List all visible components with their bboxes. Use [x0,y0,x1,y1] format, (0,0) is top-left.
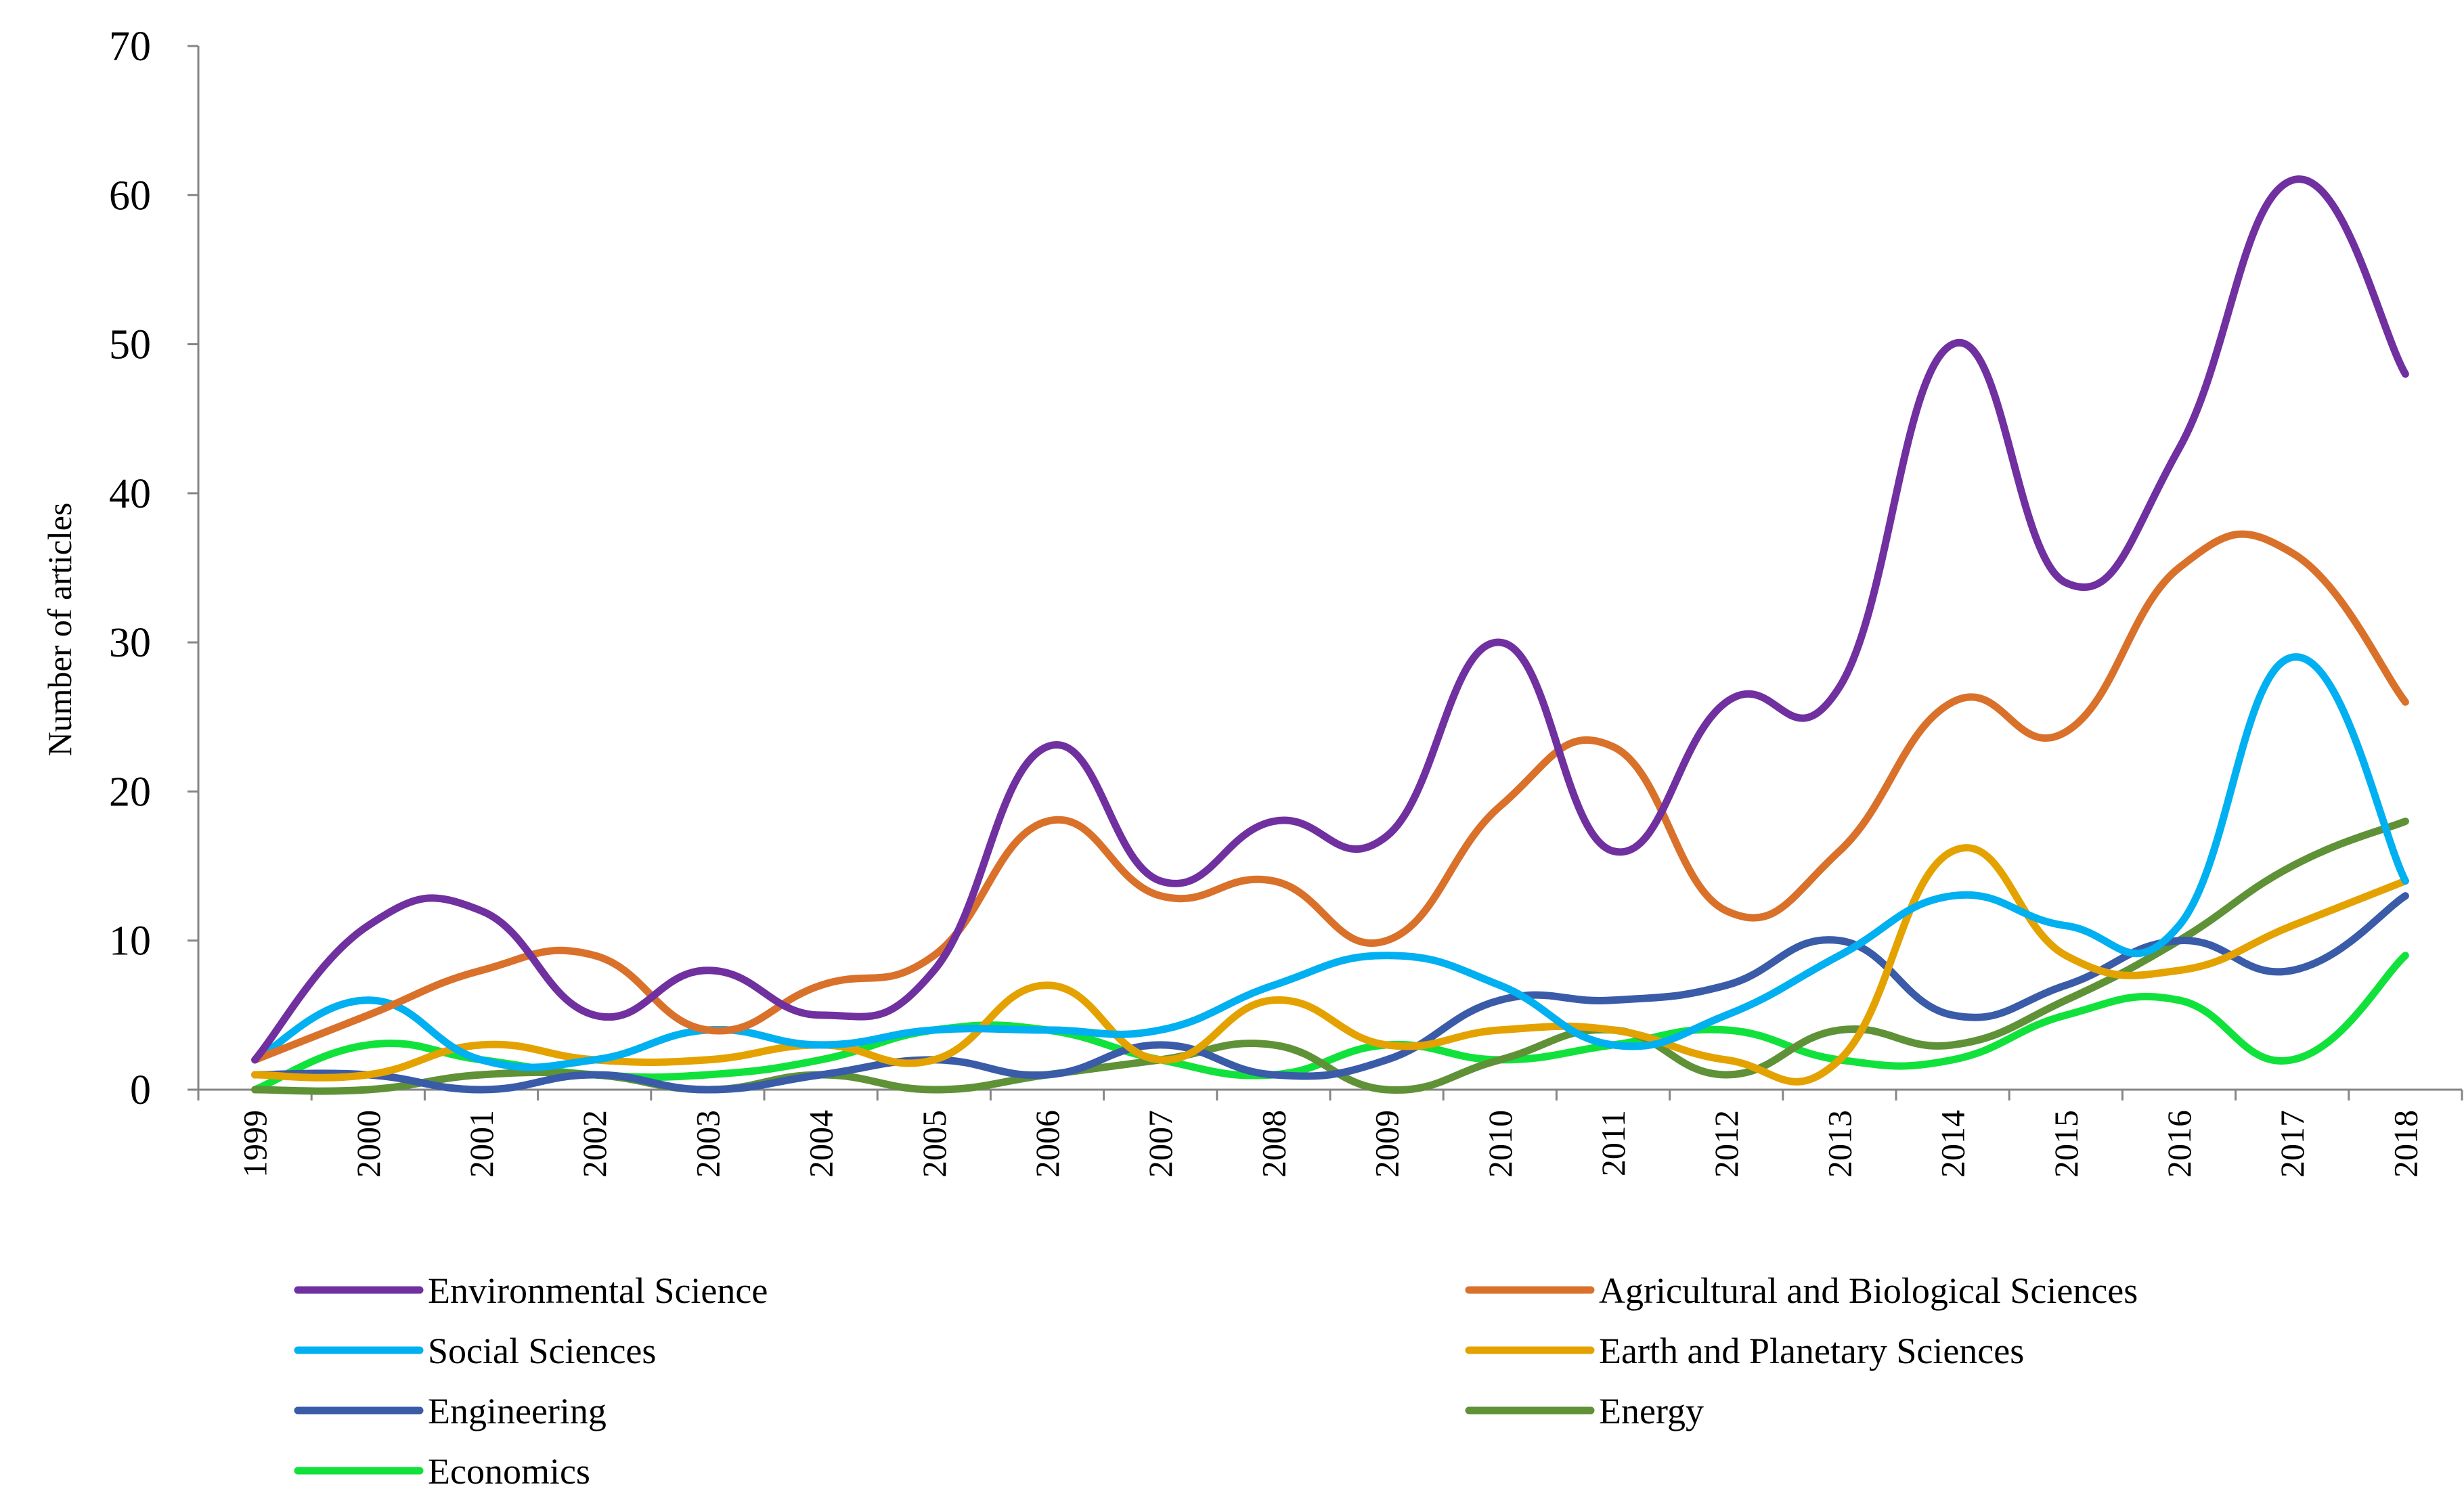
x-tick-label: 2013 [1820,1110,1858,1178]
series-line-environmental-science [251,175,2409,1064]
series-lines [251,175,2409,1095]
x-tick-label: 2016 [2160,1110,2198,1178]
x-tick-label: 2003 [688,1110,726,1178]
y-tick-label: 40 [109,471,151,517]
x-tick-label: 2012 [1707,1110,1745,1178]
x-tick-label: 2001 [462,1110,500,1178]
series-line-social-sciences [251,653,2409,1071]
y-tick-label: 10 [109,918,151,964]
y-axis: 0 10 20 30 40 50 60 70 [109,24,200,1113]
x-tick-label: 2018 [2386,1110,2424,1178]
y-tick-label: 20 [109,769,151,815]
x-tick-label: 2000 [349,1110,387,1178]
x-tick-label: 2004 [802,1110,840,1178]
x-tick-label: 1999 [236,1110,274,1178]
x-tick-label: 2008 [1254,1110,1292,1178]
x-tick-label: 2006 [1028,1110,1066,1178]
series-line-earth-and-planetary-sciences [251,844,2409,1086]
y-axis-label: Number of articles [41,503,79,757]
x-tick-label: 2009 [1368,1110,1406,1178]
y-tick-label: 70 [109,24,151,70]
x-tick-label: 2002 [575,1110,613,1178]
legend-label-engineering: Engineering [428,1391,607,1431]
x-tick-label: 2017 [2273,1110,2311,1178]
y-tick-label: 30 [109,620,151,666]
y-tick-label: 0 [130,1067,151,1113]
x-tick-label: 2007 [1141,1110,1179,1178]
legend-label-earth-and-planetary-sciences: Earth and Planetary Sciences [1599,1331,2024,1371]
legend-label-agricultural-and-biological-sciences: Agricultural and Biological Sciences [1599,1270,2138,1311]
x-axis: 1999 2000 2001 2002 2003 2004 2005 2006 2007 2008… [197,1088,2463,1178]
y-tick-label: 60 [109,173,151,219]
x-tick-label: 2011 [1594,1110,1632,1176]
y-tick-label: 50 [109,322,151,368]
legend: Environmental Science Agricultural and Bi… [294,1270,2138,1492]
legend-label-social-sciences: Social Sciences [428,1331,656,1371]
series-line-energy [251,818,2409,1095]
legend-label-energy: Energy [1599,1391,1704,1431]
legend-label-environmental-science: Environmental Science [428,1270,768,1311]
x-tick-label: 2015 [2047,1110,2085,1178]
x-tick-label: 2010 [1481,1110,1519,1178]
legend-label-economics: Economics [428,1451,590,1492]
x-tick-label: 2005 [915,1110,953,1178]
series-line-engineering [251,892,2409,1094]
x-tick-label: 2014 [1934,1110,1972,1178]
